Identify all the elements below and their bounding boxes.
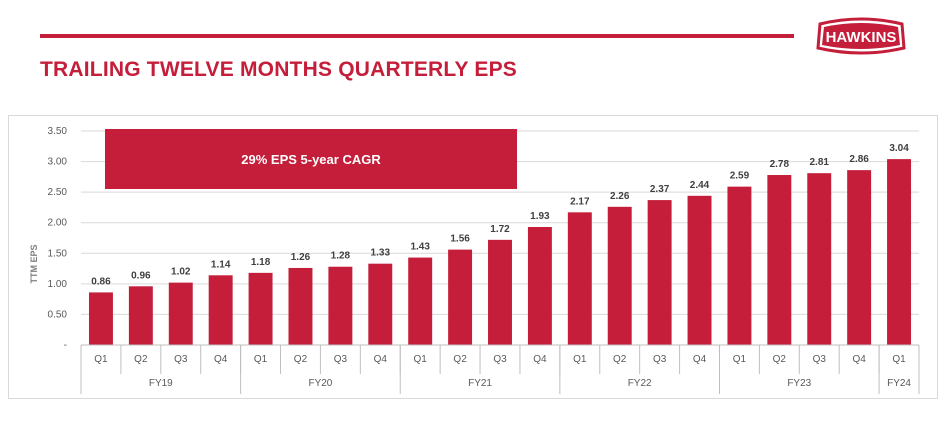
cagr-callout: 29% EPS 5-year CAGR	[105, 129, 517, 189]
x-tick-label: Q3	[493, 354, 507, 365]
bar	[847, 170, 871, 345]
x-tick-label: Q1	[733, 354, 747, 365]
x-tick-label: Q3	[653, 354, 667, 365]
bar	[648, 200, 672, 345]
bar-data-label: 2.37	[650, 184, 670, 195]
bar	[368, 264, 392, 345]
cagr-callout-text: 29% EPS 5-year CAGR	[241, 152, 381, 167]
y-tick-label: 3.00	[48, 157, 68, 168]
bar	[887, 159, 911, 345]
bar-data-label: 1.43	[410, 242, 430, 253]
page-title: TRAILING TWELVE MONTHS QUARTERLY EPS	[40, 58, 517, 82]
bar-data-label: 1.72	[490, 224, 510, 235]
hawkins-logo: HAWKINS	[814, 16, 908, 56]
bar-data-label: 1.26	[291, 252, 311, 263]
x-tick-label: Q2	[453, 354, 467, 365]
bar-data-label: 2.17	[570, 196, 590, 207]
x-tick-label: Q1	[94, 354, 108, 365]
x-tick-label: Q3	[813, 354, 827, 365]
bar	[249, 273, 273, 345]
bar-data-label: 0.96	[131, 270, 151, 281]
bar-data-label: 3.04	[889, 143, 909, 154]
bar-data-label: 2.86	[849, 154, 869, 165]
y-tick-label: 0.50	[48, 309, 68, 320]
bar-data-label: 2.44	[690, 180, 710, 191]
y-tick-label: 1.50	[48, 248, 68, 259]
x-tick-label: Q4	[852, 354, 866, 365]
bar	[289, 268, 313, 345]
bar	[89, 292, 113, 345]
bar-data-label: 2.81	[810, 157, 830, 168]
bar	[807, 173, 831, 345]
bar	[209, 275, 233, 345]
x-group-label: FY21	[468, 378, 492, 389]
logo-text: HAWKINS	[826, 29, 897, 46]
y-tick-label: 1.00	[48, 279, 68, 290]
header-rule	[40, 34, 794, 38]
bar-data-label: 1.93	[530, 211, 550, 222]
bar-data-label: 1.56	[450, 234, 470, 245]
bar	[129, 286, 153, 345]
x-tick-label: Q2	[294, 354, 308, 365]
x-tick-label: Q2	[613, 354, 627, 365]
bar	[727, 187, 751, 345]
bar-data-label: 2.26	[610, 191, 630, 202]
eps-bar-chart: - 0.50 1.00 1.50 2.00 2.50 3.00 3.50 TTM EPS 29…	[9, 116, 939, 400]
x-tick-label: Q2	[134, 354, 148, 365]
y-tick-label: -	[64, 340, 67, 351]
bar	[488, 240, 512, 345]
x-tick-label: Q4	[693, 354, 707, 365]
y-axis-label: TTM EPS	[29, 244, 39, 283]
bar-data-label: 2.78	[770, 159, 790, 170]
x-group-label: FY22	[628, 378, 652, 389]
y-tick-label: 2.00	[48, 218, 68, 229]
bar-data-label: 1.14	[211, 259, 231, 270]
bar	[169, 283, 193, 345]
bar-data-label: 1.28	[331, 251, 351, 262]
bar	[568, 212, 592, 345]
x-axis: Q1 Q2 Q3 Q4 Q1 Q2 Q3 Q4 Q1 Q2 Q3 Q4 Q1 Q2 Q3 Q4 Q1 Q2 Q3 Q4…	[81, 345, 919, 394]
bar-data-label: 2.59	[730, 171, 750, 182]
x-tick-label: Q3	[334, 354, 348, 365]
bar-data-label: 1.02	[171, 267, 191, 278]
x-group-label: FY24	[887, 378, 911, 389]
bar-data-label: 1.18	[251, 257, 271, 268]
bar-data-label: 1.33	[371, 248, 391, 259]
x-tick-label: Q1	[414, 354, 428, 365]
x-tick-label: Q4	[214, 354, 228, 365]
bar-data-label: 0.86	[91, 276, 111, 287]
x-tick-label: Q1	[892, 354, 906, 365]
x-tick-label: Q2	[773, 354, 787, 365]
bar	[328, 267, 352, 345]
bar	[688, 196, 712, 345]
bar	[767, 175, 791, 345]
x-group-label: FY20	[308, 378, 332, 389]
x-group-label: FY23	[787, 378, 811, 389]
y-tick-label: 3.50	[48, 126, 68, 137]
x-group-label: FY19	[149, 378, 173, 389]
chart-frame: - 0.50 1.00 1.50 2.00 2.50 3.00 3.50 TTM EPS 29…	[8, 115, 938, 399]
x-tick-label: Q1	[254, 354, 268, 365]
bar	[528, 227, 552, 345]
y-tick-label: 2.50	[48, 187, 68, 198]
x-tick-label: Q4	[374, 354, 388, 365]
bar	[408, 258, 432, 345]
x-tick-label: Q3	[174, 354, 188, 365]
bar	[608, 207, 632, 345]
y-axis: - 0.50 1.00 1.50 2.00 2.50 3.00 3.50	[48, 126, 68, 351]
x-tick-label: Q4	[533, 354, 547, 365]
x-tick-label: Q1	[573, 354, 587, 365]
bar	[448, 250, 472, 345]
